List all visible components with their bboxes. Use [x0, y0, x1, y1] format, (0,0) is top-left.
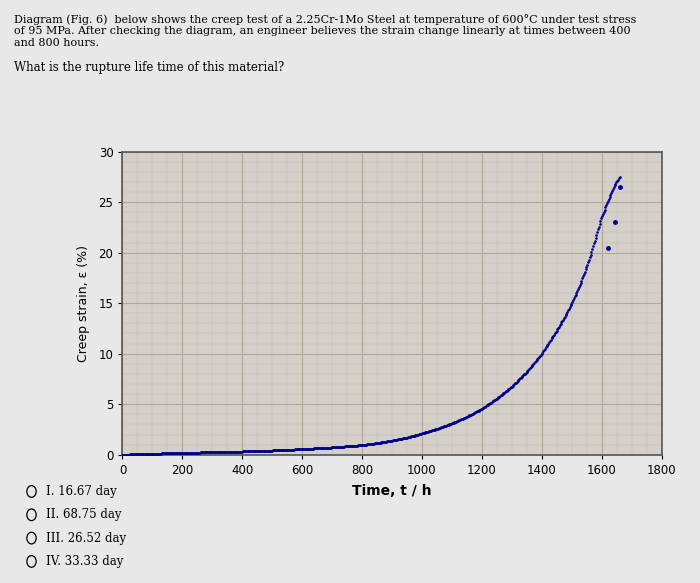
X-axis label: Time, t / h: Time, t / h	[352, 484, 432, 498]
Text: of 95 MPa. After checking the diagram, an engineer believes the strain change li: of 95 MPa. After checking the diagram, a…	[14, 26, 631, 36]
Text: Diagram (Fig. 6)  below shows the creep test of a 2.25Cr-1Mo Steel at temperatur: Diagram (Fig. 6) below shows the creep t…	[14, 15, 636, 26]
Text: IV. 33.33 day: IV. 33.33 day	[46, 555, 123, 568]
Y-axis label: Creep strain, ε (%): Creep strain, ε (%)	[77, 245, 90, 361]
Text: and 800 hours.: and 800 hours.	[14, 38, 99, 48]
Text: II. 68.75 day: II. 68.75 day	[46, 508, 121, 521]
Text: What is the rupture life time of this material?: What is the rupture life time of this ma…	[14, 61, 284, 74]
Text: I. 16.67 day: I. 16.67 day	[46, 485, 116, 498]
Text: III. 26.52 day: III. 26.52 day	[46, 532, 125, 545]
